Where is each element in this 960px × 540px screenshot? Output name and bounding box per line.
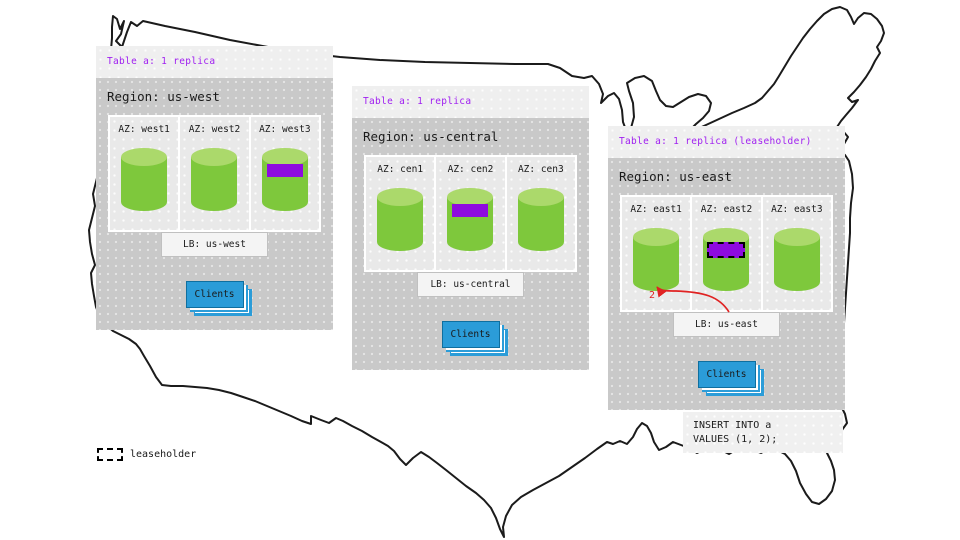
region-body: Region: us-east AZ: east1 AZ: east2 AZ: … [608, 158, 845, 410]
az-label: AZ: east1 [630, 204, 682, 215]
clients-label: Clients [450, 329, 491, 340]
region-title: Region: us-east [619, 169, 732, 184]
database-cylinder-icon [773, 228, 820, 291]
replica-range-bar [452, 204, 489, 217]
az-label: AZ: east2 [700, 204, 753, 215]
sql-line-2: VALUES (1, 2); [693, 433, 778, 445]
database-cylinder-icon [377, 188, 424, 251]
az-label: AZ: cen1 [377, 164, 424, 175]
region-title: Region: us-west [107, 89, 220, 104]
az-row: AZ: cen1 AZ: cen2 AZ: cen3 [364, 155, 577, 272]
table-replica-header: Table a: 1 replica [96, 46, 333, 78]
region-body: Region: us-west AZ: west1 AZ: west2 AZ: … [96, 78, 333, 330]
az-label: AZ: west3 [259, 124, 311, 135]
clients-button[interactable]: Clients [185, 281, 244, 308]
table-replica-label: Table a: 1 replica [363, 96, 472, 107]
az-label: AZ: cen2 [447, 164, 494, 175]
replica-range-bar [266, 164, 303, 177]
database-cylinder-icon [447, 188, 494, 251]
az-cell-cen2: AZ: cen2 [436, 157, 505, 270]
az-cell-west1: AZ: west1 [110, 117, 179, 230]
clients-button[interactable]: Clients [441, 321, 500, 348]
az-cell-east1: AZ: east1 [622, 197, 691, 310]
az-cell-cen1: AZ: cen1 [366, 157, 435, 270]
table-replica-header: Table a: 1 replica [352, 86, 589, 118]
az-cell-west2: AZ: west2 [180, 117, 249, 230]
step-number-annotation: 2 [649, 290, 656, 301]
database-cylinder-icon [703, 228, 750, 291]
region-panel-us-west: Table a: 1 replica Region: us-west AZ: w… [96, 46, 333, 330]
az-label: AZ: west1 [118, 124, 170, 135]
az-row: AZ: west1 AZ: west2 AZ: west3 [108, 115, 321, 232]
region-panel-us-east: Table a: 1 replica (leaseholder) Region:… [608, 126, 845, 410]
sql-line-1: INSERT INTO a [693, 420, 772, 431]
table-replica-header: Table a: 1 replica (leaseholder) [608, 126, 845, 158]
az-cell-east2: AZ: east2 [692, 197, 761, 310]
legend: leaseholder [97, 448, 196, 461]
clients-button[interactable]: Clients [697, 361, 756, 388]
az-label: AZ: cen3 [517, 164, 564, 175]
load-balancer-label: LB: us-west [183, 239, 246, 250]
az-label: AZ: east3 [771, 204, 823, 215]
clients-label: Clients [706, 369, 747, 380]
az-cell-west3: AZ: west3 [250, 117, 319, 230]
leaseholder-range-bar [707, 242, 746, 258]
load-balancer-label: LB: us-east [695, 319, 758, 330]
region-body: Region: us-central AZ: cen1 AZ: cen2 AZ:… [352, 118, 589, 370]
sql-statement-note: INSERT INTO a VALUES (1, 2); [683, 412, 843, 453]
leaseholder-swatch-icon [97, 448, 123, 461]
database-cylinder-icon [633, 228, 680, 291]
region-panel-us-central: Table a: 1 replica Region: us-central AZ… [352, 86, 589, 370]
database-cylinder-icon [517, 188, 564, 251]
load-balancer-box: LB: us-east [673, 312, 780, 337]
database-cylinder-icon [261, 148, 308, 211]
clients-label: Clients [194, 289, 235, 300]
load-balancer-box: LB: us-west [161, 232, 268, 257]
load-balancer-label: LB: us-central [430, 279, 511, 290]
region-title: Region: us-central [363, 129, 499, 144]
az-label: AZ: west2 [188, 124, 241, 135]
database-cylinder-icon [191, 148, 238, 211]
database-cylinder-icon [121, 148, 168, 211]
az-cell-east3: AZ: east3 [762, 197, 831, 310]
legend-label: leaseholder [130, 449, 197, 460]
az-cell-cen3: AZ: cen3 [506, 157, 575, 270]
load-balancer-box: LB: us-central [417, 272, 524, 297]
table-replica-label: Table a: 1 replica (leaseholder) [619, 136, 812, 147]
table-replica-label: Table a: 1 replica [107, 56, 216, 67]
